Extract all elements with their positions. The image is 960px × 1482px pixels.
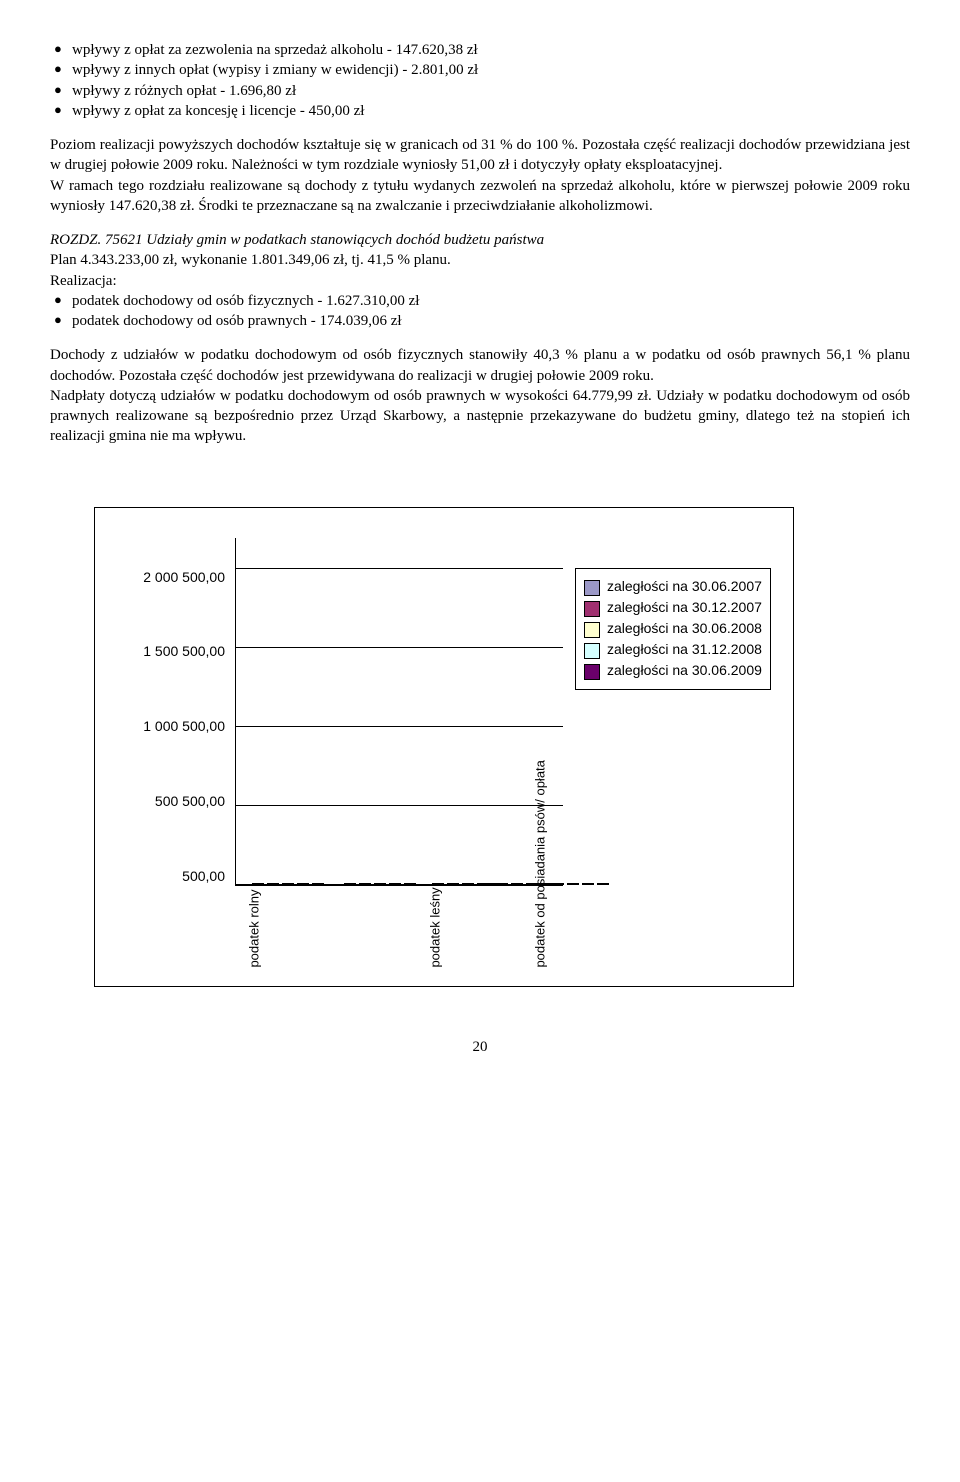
plan-line: Plan 4.343.233,00 zł, wykonanie 1.801.34… [50, 250, 910, 270]
bar [447, 883, 459, 885]
arrears-chart: 2 000 500,00 1 500 500,00 1 000 500,00 500 … [94, 507, 794, 987]
bar [462, 883, 474, 885]
top-bullet-list: wpływy z opłat za zezwolenia na sprzedaż… [50, 40, 910, 121]
legend-label: zaległości na 31.12.2008 [607, 641, 762, 659]
gridline [236, 568, 563, 569]
bar [511, 883, 523, 885]
bar [496, 883, 508, 885]
x-tick-label: podatek od posiadania psów/ opłata [531, 760, 549, 967]
x-axis-labels: podatek rolnypodatek leśnypodatek od pos… [235, 886, 563, 976]
bar [597, 883, 609, 885]
bar [567, 883, 579, 885]
bar [312, 883, 324, 885]
legend-swatch [584, 601, 600, 617]
page-number: 20 [50, 1037, 910, 1057]
x-tick-label: podatek rolny [246, 889, 264, 967]
gridline [236, 726, 563, 727]
rozdz-heading: ROZDZ. 75621 Udziały gmin w podatkach st… [50, 230, 910, 250]
legend-swatch [584, 664, 600, 680]
gridline [236, 805, 563, 806]
plot-area [235, 538, 563, 886]
bar [344, 883, 356, 885]
y-axis: 2 000 500,00 1 500 500,00 1 000 500,00 500 … [117, 568, 225, 886]
legend-item: zaległości na 31.12.2008 [584, 641, 762, 659]
legend-item: zaległości na 30.06.2009 [584, 662, 762, 680]
legend-label: zaległości na 30.06.2008 [607, 620, 762, 638]
legend-label: zaległości na 30.12.2007 [607, 599, 762, 617]
bar [267, 883, 279, 885]
bar-group [252, 883, 324, 885]
bar [374, 883, 386, 885]
bar [359, 883, 371, 885]
y-tick-label: 1 000 500,00 [117, 717, 225, 736]
chart-legend: zaległości na 30.06.2007 zaległości na 30… [575, 568, 771, 690]
bar [297, 883, 309, 885]
legend-item: zaległości na 30.06.2007 [584, 578, 762, 596]
legend-item: zaległości na 30.12.2007 [584, 599, 762, 617]
paragraph-4: Nadpłaty dotyczą udziałów w podatku doch… [50, 386, 910, 447]
bar [432, 883, 444, 885]
bar [404, 883, 416, 885]
y-tick-label: 1 500 500,00 [117, 642, 225, 661]
legend-label: zaległości na 30.06.2009 [607, 662, 762, 680]
bullet-item: wpływy z opłat za zezwolenia na sprzedaż… [50, 40, 910, 60]
paragraph-3: Dochody z udziałów w podatku dochodowym … [50, 345, 910, 386]
bar [252, 883, 264, 885]
mid-bullet-list: podatek dochodowy od osób fizycznych - 1… [50, 291, 910, 332]
paragraph-1: Poziom realizacji powyższych dochodów ks… [50, 135, 910, 176]
legend-swatch [584, 622, 600, 638]
bullet-item: podatek dochodowy od osób prawnych - 174… [50, 311, 910, 331]
legend-item: zaległości na 30.06.2008 [584, 620, 762, 638]
bullet-item: wpływy z opłat za koncesję i licencje - … [50, 101, 910, 121]
rozdz-block: ROZDZ. 75621 Udziały gmin w podatkach st… [50, 230, 910, 331]
bar [582, 883, 594, 885]
y-tick-label: 500,00 [117, 867, 225, 886]
legend-label: zaległości na 30.06.2007 [607, 578, 762, 596]
bullet-item: podatek dochodowy od osób fizycznych - 1… [50, 291, 910, 311]
y-tick-label: 2 000 500,00 [117, 568, 225, 587]
bullet-item: wpływy z innych opłat (wypisy i zmiany w… [50, 60, 910, 80]
y-tick-label: 500 500,00 [117, 792, 225, 811]
bar-group [344, 883, 416, 885]
bar [282, 883, 294, 885]
legend-swatch [584, 643, 600, 659]
paragraph-2: W ramach tego rozdziału realizowane są d… [50, 176, 910, 217]
gridline [236, 647, 563, 648]
legend-swatch [584, 580, 600, 596]
realizacja-label: Realizacja: [50, 271, 910, 291]
bar [552, 883, 564, 885]
bar [481, 883, 493, 885]
bullet-item: wpływy z różnych opłat - 1.696,80 zł [50, 81, 910, 101]
x-tick-label: podatek leśny [426, 887, 444, 967]
bar [389, 883, 401, 885]
